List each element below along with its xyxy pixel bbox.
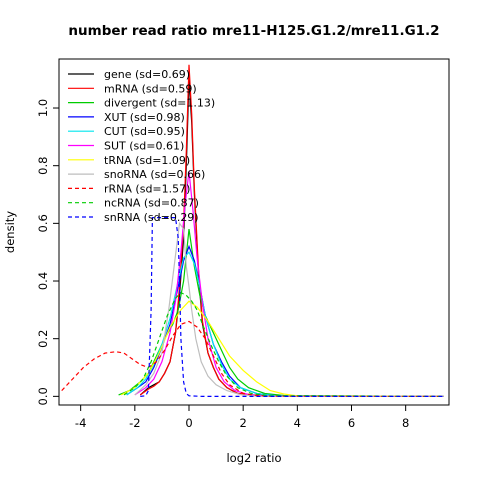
chart-title: number read ratio mre11-H125.G1.2/mre11.… — [68, 23, 439, 39]
legend-label: snRNA (sd=0.29) — [104, 211, 199, 224]
x-tick-label: -2 — [129, 416, 140, 430]
series-line-2 — [118, 229, 444, 397]
x-tick-label: 0 — [185, 416, 192, 430]
y-tick-label: 0.8 — [36, 157, 50, 175]
series-line-6 — [121, 300, 444, 397]
legend-label: CUT (sd=0.95) — [104, 125, 185, 138]
series-line-4 — [126, 251, 444, 397]
x-axis-label: log2 ratio — [226, 451, 281, 465]
y-tick-label: 0.4 — [36, 272, 50, 290]
series-line-9 — [123, 291, 444, 397]
x-tick-label: -4 — [75, 416, 86, 430]
series-line-8 — [61, 320, 444, 397]
x-axis: -4 -2 0 2 4 6 8 — [75, 405, 409, 430]
series-line-10 — [140, 217, 444, 397]
x-tick-label: 6 — [348, 416, 355, 430]
x-tick-label: 8 — [402, 416, 409, 430]
legend-label: gene (sd=0.69) — [104, 68, 190, 81]
legend-label: rRNA (sd=1.57) — [104, 182, 190, 195]
y-tick-label: 1.0 — [36, 99, 50, 117]
y-tick-label: 0.2 — [36, 330, 50, 348]
legend-label: tRNA (sd=1.09) — [104, 154, 190, 167]
x-tick-label: 2 — [240, 416, 247, 430]
series-line-1 — [139, 64, 444, 397]
legend: gene (sd=0.69)mRNA (sd=0.59) divergent (s… — [68, 68, 215, 224]
series-line-7 — [134, 221, 444, 397]
series-line-0 — [139, 79, 444, 397]
plot-frame — [58, 58, 450, 406]
series-line-5 — [134, 171, 444, 397]
legend-label: XUT (sd=0.98) — [104, 111, 185, 124]
legend-label: ncRNA (sd=0.87) — [104, 197, 199, 210]
legend-label: mRNA (sd=0.59) — [104, 82, 197, 95]
series-layer — [61, 64, 444, 397]
y-tick-label: 0.0 — [36, 387, 50, 405]
legend-label: SUT (sd=0.61) — [104, 140, 184, 153]
y-axis: 0.0 0.2 0.4 0.6 0.8 1.0 — [36, 99, 59, 405]
x-tick-label: 4 — [294, 416, 301, 430]
legend-label: divergent (sd=1.13) — [104, 97, 215, 110]
y-axis-label: density — [3, 211, 17, 253]
y-tick-label: 0.6 — [36, 214, 50, 232]
legend-label: snoRNA (sd=0.66) — [104, 168, 205, 181]
